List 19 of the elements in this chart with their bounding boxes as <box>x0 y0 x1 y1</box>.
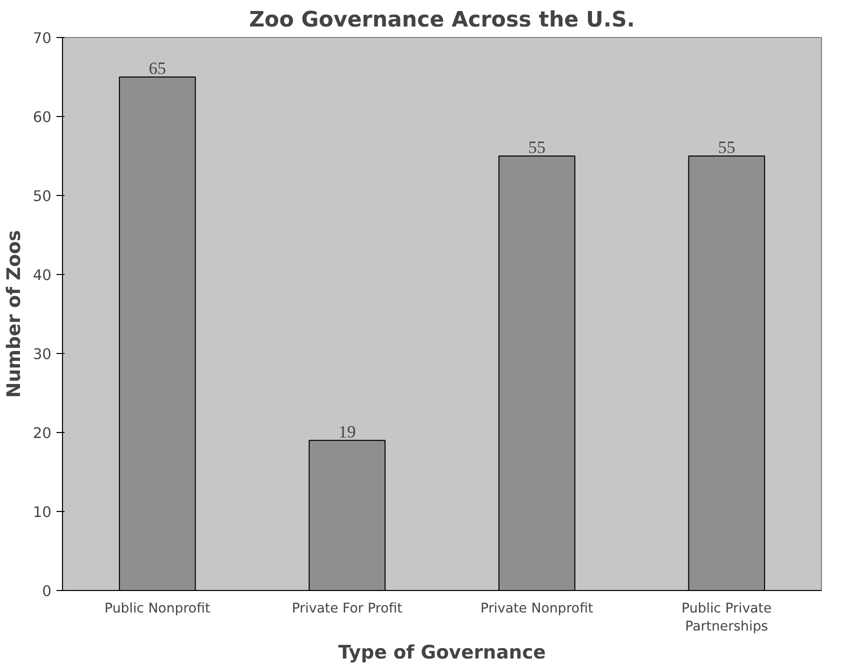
y-tick-label: 60 <box>32 109 52 126</box>
y-tick-label: 40 <box>32 267 52 284</box>
y-tick-label: 30 <box>32 346 52 363</box>
data-label: 55 <box>718 138 736 157</box>
x-tick-label: Private Nonprofit <box>480 602 594 616</box>
y-tick-label: 70 <box>32 30 52 47</box>
y-axis-title: Number of Zoos <box>4 230 25 398</box>
data-label: 65 <box>148 59 166 78</box>
data-label: 19 <box>338 422 356 442</box>
y-tick-label: 20 <box>32 425 52 442</box>
x-tick-label: Public Private Partnerships <box>682 602 772 634</box>
chart-title: Zoo Governance Across the U.S. <box>249 8 635 32</box>
x-tick-label: Private For Profit <box>292 602 402 616</box>
x-tick-label: Public Nonprofit <box>104 602 210 616</box>
x-axis-title: Type of Governance <box>338 642 546 664</box>
data-label: 55 <box>528 138 546 157</box>
y-tick-label: 50 <box>32 188 52 205</box>
y-tick-label: 0 <box>42 583 52 600</box>
y-tick-label: 10 <box>32 504 52 521</box>
